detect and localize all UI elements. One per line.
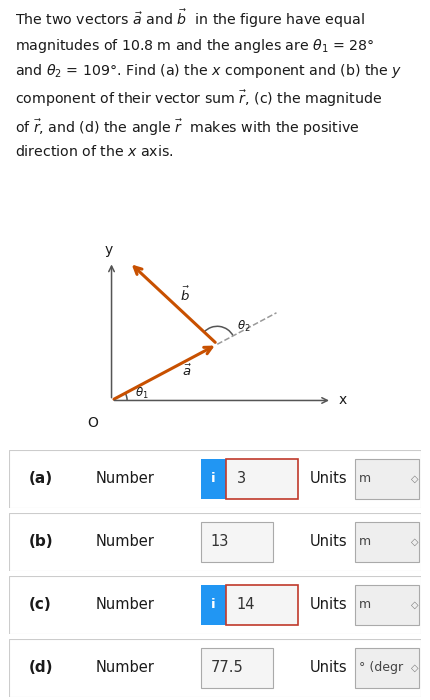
Text: Units: Units [310, 660, 347, 675]
Text: (c): (c) [29, 597, 52, 612]
Text: m: m [359, 473, 371, 485]
FancyBboxPatch shape [354, 458, 418, 499]
FancyBboxPatch shape [354, 584, 418, 625]
Text: $\theta_1$: $\theta_1$ [135, 386, 148, 400]
FancyBboxPatch shape [9, 576, 421, 634]
FancyBboxPatch shape [9, 513, 421, 570]
FancyBboxPatch shape [226, 458, 298, 499]
Text: (d): (d) [29, 660, 54, 675]
Text: ◇: ◇ [411, 537, 418, 547]
Text: Units: Units [310, 534, 347, 550]
Text: i: i [211, 473, 216, 485]
Text: ◇: ◇ [411, 663, 418, 673]
Text: Number: Number [95, 660, 154, 675]
Text: i: i [211, 598, 216, 611]
Text: $\vec{b}$: $\vec{b}$ [180, 286, 190, 304]
Text: m: m [359, 598, 371, 611]
Text: Units: Units [310, 597, 347, 612]
Text: O: O [87, 416, 98, 430]
FancyBboxPatch shape [226, 584, 298, 625]
FancyBboxPatch shape [200, 648, 273, 688]
Text: ◇: ◇ [411, 600, 418, 610]
Text: Number: Number [95, 471, 154, 486]
Text: Units: Units [310, 471, 347, 486]
FancyBboxPatch shape [200, 522, 273, 562]
Text: x: x [339, 393, 347, 407]
Text: 3: 3 [237, 471, 246, 486]
Text: 13: 13 [211, 534, 229, 550]
FancyBboxPatch shape [354, 648, 418, 688]
Text: (b): (b) [29, 534, 54, 550]
FancyBboxPatch shape [200, 584, 226, 625]
Text: 77.5: 77.5 [211, 660, 244, 675]
Text: m: m [359, 536, 371, 548]
Text: 14: 14 [237, 597, 255, 612]
Text: y: y [105, 243, 113, 257]
Text: Number: Number [95, 597, 154, 612]
Text: The two vectors $\vec{a}$ and $\vec{b}$  in the figure have equal
magnitudes of : The two vectors $\vec{a}$ and $\vec{b}$ … [15, 8, 402, 159]
Text: ° (degr: ° (degr [359, 662, 403, 674]
Text: ◇: ◇ [411, 474, 418, 484]
Text: (a): (a) [29, 471, 53, 486]
Text: $\theta_2$: $\theta_2$ [237, 319, 251, 334]
FancyBboxPatch shape [9, 450, 421, 508]
Text: Number: Number [95, 534, 154, 550]
FancyBboxPatch shape [354, 522, 418, 562]
Text: $\vec{a}$: $\vec{a}$ [182, 364, 192, 379]
FancyBboxPatch shape [9, 639, 421, 696]
FancyBboxPatch shape [200, 458, 226, 499]
